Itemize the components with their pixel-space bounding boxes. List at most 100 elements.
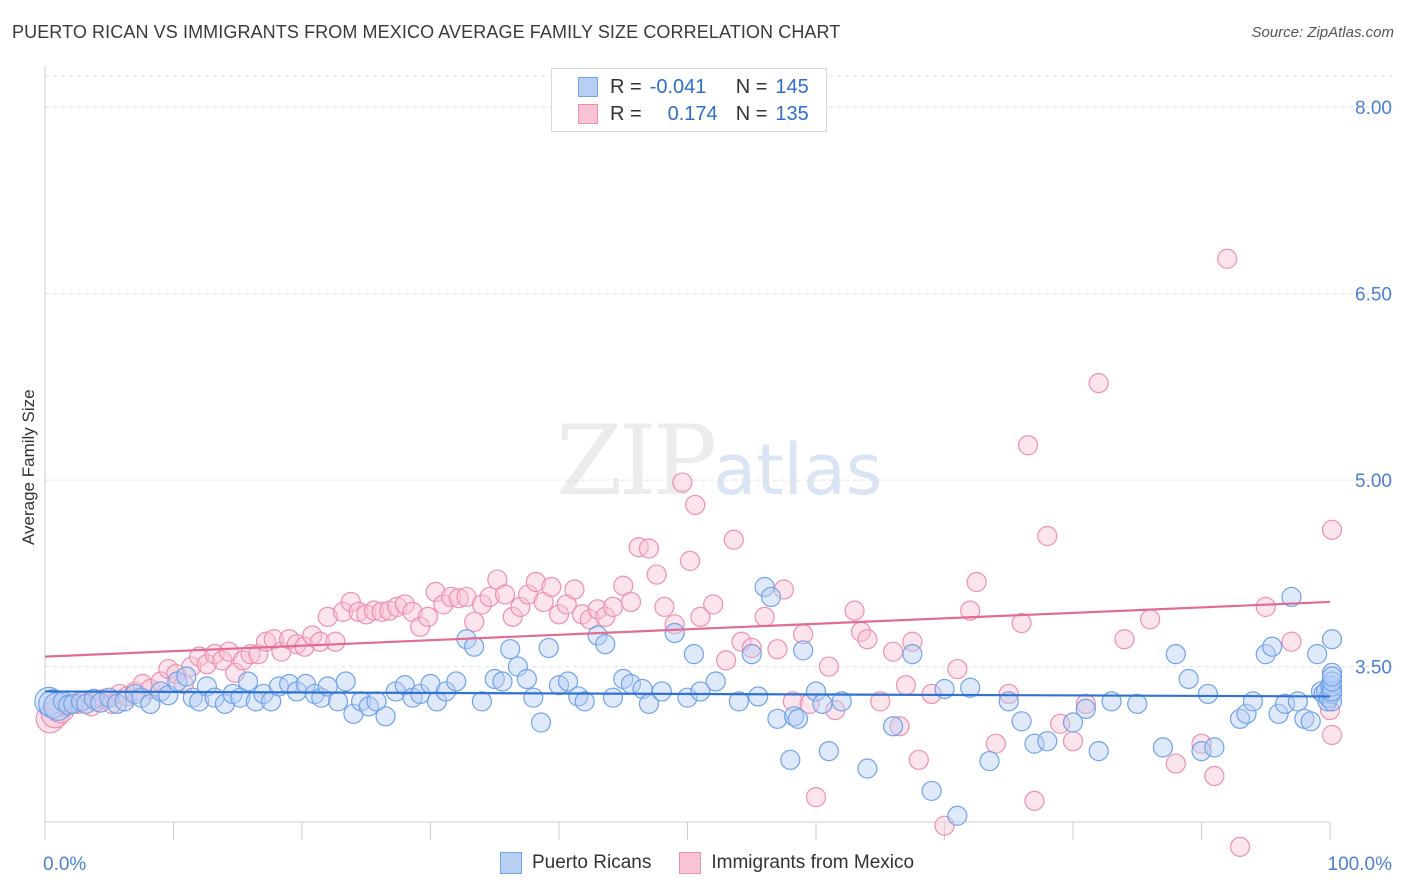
point-puerto-ricans xyxy=(602,687,624,708)
point-puerto-ricans xyxy=(754,576,775,598)
point-immigrants-from-mexico xyxy=(1037,525,1058,547)
point-immigrants-from-mexico xyxy=(394,594,415,615)
point-immigrants-from-mexico xyxy=(309,631,331,652)
x-tick-label: 100.0% xyxy=(1328,854,1393,875)
point-immigrants-from-mexico xyxy=(1281,631,1302,652)
point-immigrants-from-mexico xyxy=(317,606,338,627)
point-puerto-ricans xyxy=(728,691,750,712)
point-puerto-ricans xyxy=(902,644,923,665)
point-puerto-ricans xyxy=(530,712,552,733)
point-immigrants-from-mexico xyxy=(68,693,89,714)
point-immigrants-from-mexico xyxy=(1321,519,1343,540)
point-immigrants-from-mexico xyxy=(754,606,775,627)
point-immigrants-from-mexico xyxy=(690,606,711,627)
point-puerto-ricans xyxy=(1191,741,1212,762)
blue-swatch xyxy=(500,852,522,874)
point-immigrants-from-mexico xyxy=(494,584,516,605)
point-immigrants-from-mexico xyxy=(895,675,917,696)
point-puerto-ricans xyxy=(1075,698,1096,719)
point-immigrants-from-mexico xyxy=(1017,435,1039,456)
point-immigrants-from-mexico xyxy=(386,596,408,618)
point-immigrants-from-mexico xyxy=(286,634,307,655)
point-immigrants-from-mexico xyxy=(248,644,269,665)
y-tick-label: 6.50 xyxy=(1355,285,1392,306)
point-puerto-ricans xyxy=(446,671,467,692)
point-puerto-ricans xyxy=(793,640,814,661)
stats-legend-row-pink: R = 0.174 N = 135 xyxy=(578,101,809,127)
point-immigrants-from-mexico xyxy=(908,749,929,770)
point-puerto-ricans xyxy=(1011,711,1032,732)
point-puerto-ricans xyxy=(595,634,616,655)
point-puerto-ricans xyxy=(574,691,595,712)
point-immigrants-from-mexico xyxy=(844,600,865,621)
data-points xyxy=(34,248,1343,857)
r-label: R = xyxy=(610,102,642,125)
point-immigrants-from-mexico xyxy=(646,564,667,585)
point-puerto-ricans xyxy=(523,687,544,708)
point-puerto-ricans xyxy=(516,668,537,690)
legend-label: Puerto Ricans xyxy=(532,852,652,873)
point-immigrants-from-mexico xyxy=(479,586,500,608)
point-immigrants-from-mexico xyxy=(1191,733,1212,754)
point-puerto-ricans xyxy=(934,678,955,700)
point-puerto-ricans xyxy=(979,750,1000,772)
point-puerto-ricans xyxy=(492,671,513,692)
point-puerto-ricans xyxy=(1062,712,1084,733)
point-immigrants-from-mexico xyxy=(189,646,210,667)
point-puerto-ricans xyxy=(1197,683,1219,705)
y-tick-label: 5.00 xyxy=(1355,471,1392,492)
point-immigrants-from-mexico xyxy=(857,629,878,650)
point-puerto-ricans xyxy=(1300,711,1321,732)
point-puerto-ricans xyxy=(690,681,711,702)
point-immigrants-from-mexico xyxy=(1011,612,1032,634)
point-puerto-ricans xyxy=(1287,691,1308,712)
tick-labels: 3.50 5.00 6.50 8.00 0.0% 100.0% xyxy=(43,98,1392,875)
point-immigrants-from-mexico xyxy=(340,591,361,613)
trend-lines xyxy=(44,600,1331,698)
point-immigrants-from-mexico xyxy=(715,650,737,671)
point-puerto-ricans xyxy=(683,644,705,665)
point-immigrants-from-mexico xyxy=(638,538,660,559)
point-immigrants-from-mexico xyxy=(548,604,570,625)
point-puerto-ricans xyxy=(805,681,827,702)
point-puerto-ricans xyxy=(394,675,415,696)
point-immigrants-from-mexico xyxy=(1062,731,1084,752)
r-value: -0.041 xyxy=(649,75,707,98)
point-immigrants-from-mexico xyxy=(471,594,492,615)
n-value: 135 xyxy=(775,102,809,125)
blue-swatch xyxy=(578,77,598,97)
point-puerto-ricans xyxy=(1088,741,1109,762)
point-puerto-ricans xyxy=(1165,644,1186,665)
point-puerto-ricans xyxy=(484,668,505,690)
point-immigrants-from-mexico xyxy=(1255,596,1276,618)
n-label: N = xyxy=(735,102,768,125)
point-immigrants-from-mexico xyxy=(882,641,904,662)
point-puerto-ricans xyxy=(1236,703,1257,724)
point-puerto-ricans xyxy=(1037,731,1058,752)
point-immigrants-from-mexico xyxy=(679,550,701,572)
y-tick-label: 3.50 xyxy=(1355,658,1392,679)
point-puerto-ricans xyxy=(587,625,608,646)
point-puerto-ricans xyxy=(1127,693,1148,714)
point-immigrants-from-mexico xyxy=(464,611,485,632)
point-immigrants-from-mexico xyxy=(448,588,469,609)
point-immigrants-from-mexico xyxy=(602,596,624,618)
legend-label: Immigrants from Mexico xyxy=(711,852,915,873)
point-immigrants-from-mexico xyxy=(440,586,462,608)
point-immigrants-from-mexico xyxy=(1204,765,1225,787)
point-puerto-ricans xyxy=(664,622,685,644)
point-immigrants-from-mexico xyxy=(960,600,981,621)
point-immigrants-from-mexico xyxy=(1024,790,1045,811)
point-immigrants-from-mexico xyxy=(1139,609,1161,630)
point-immigrants-from-mexico xyxy=(654,596,675,618)
point-puerto-ricans xyxy=(947,805,968,826)
point-puerto-ricans xyxy=(760,586,782,608)
point-puerto-ricans xyxy=(857,758,878,779)
legend-item-puerto-ricans: Puerto Ricans xyxy=(500,852,651,874)
point-puerto-ricans xyxy=(1307,644,1328,665)
point-puerto-ricans xyxy=(237,671,259,692)
stats-legend: R = -0.041 N = 145 R = 0.174 N = 135 xyxy=(551,68,827,132)
watermark: ZIPatlas xyxy=(556,405,882,517)
point-puerto-ricans xyxy=(1242,691,1264,712)
point-immigrants-from-mexico xyxy=(947,658,968,680)
